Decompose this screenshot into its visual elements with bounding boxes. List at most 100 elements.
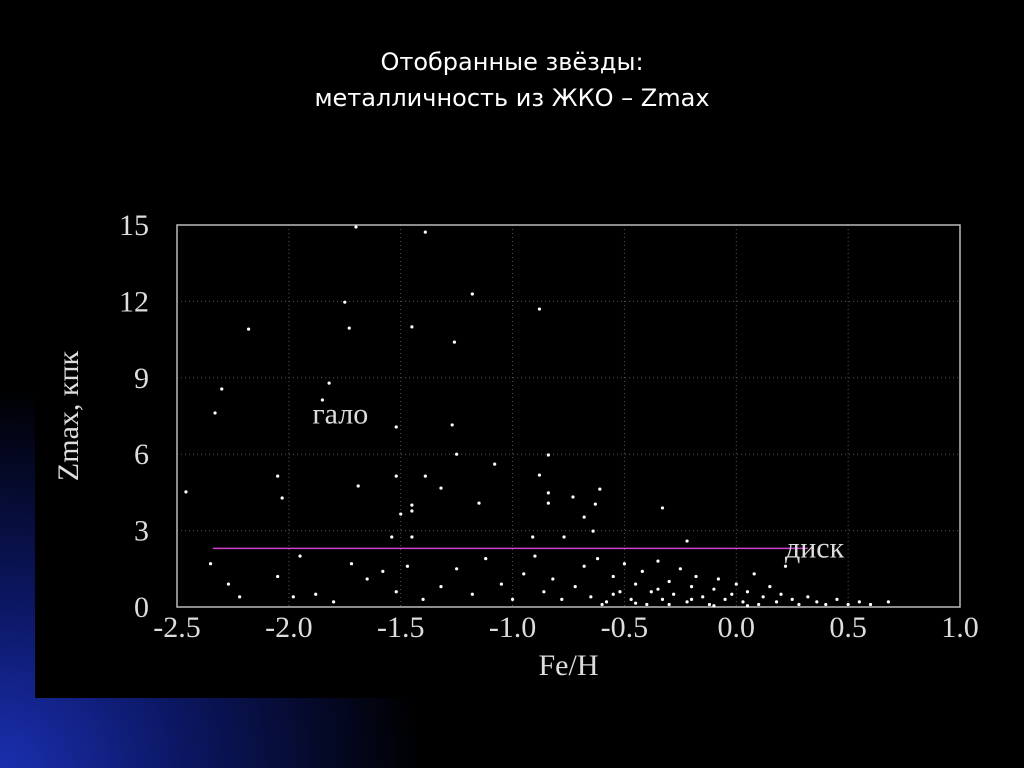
point: [477, 501, 481, 505]
point: [381, 569, 385, 573]
x-tick-label: -1.0: [489, 611, 537, 644]
point: [667, 602, 671, 607]
chart-title: Отобранные звёзды:: [380, 48, 644, 76]
x-axis-label: Fe/H: [539, 649, 599, 682]
point: [593, 502, 597, 506]
point: [757, 602, 761, 607]
point: [634, 601, 638, 605]
point: [455, 567, 459, 571]
point: [611, 574, 615, 579]
point: [618, 590, 622, 594]
point: [499, 582, 503, 586]
point: [238, 595, 242, 599]
point: [542, 590, 546, 594]
point: [824, 602, 828, 607]
x-tick-label: -2.5: [153, 611, 201, 644]
point: [685, 539, 689, 543]
point: [246, 327, 251, 331]
point: [484, 557, 488, 561]
point: [707, 602, 712, 607]
point: [640, 569, 644, 573]
point: [730, 592, 734, 596]
point: [846, 602, 850, 607]
point: [394, 590, 398, 594]
point: [689, 585, 694, 589]
point: [347, 326, 351, 330]
point: [365, 577, 369, 581]
y-tick-label: 3: [134, 515, 149, 548]
point: [634, 582, 638, 586]
point: [226, 582, 231, 586]
y-axis-label: Zmax, кпк: [52, 350, 85, 481]
point: [600, 602, 604, 607]
point: [774, 600, 779, 604]
point: [723, 597, 727, 601]
point: [470, 292, 474, 296]
point: [343, 300, 347, 304]
point: [220, 387, 224, 391]
point: [815, 600, 819, 604]
point: [510, 597, 515, 601]
plot-frame: [176, 224, 961, 608]
point: [455, 452, 459, 456]
point: [276, 474, 280, 478]
title-block: Отобранные звёзды: металличность из ЖКО …: [0, 44, 1024, 116]
point: [660, 597, 665, 601]
point: [645, 602, 649, 607]
y-tick-label: 6: [134, 438, 149, 471]
point: [291, 595, 295, 599]
point: [857, 600, 861, 604]
point: [423, 230, 427, 234]
point: [734, 582, 738, 586]
point: [452, 340, 457, 344]
point: [595, 557, 600, 561]
point: [649, 590, 653, 594]
y-tick-label: 15: [119, 209, 149, 242]
point: [439, 486, 443, 490]
x-tick-label: 0.5: [829, 611, 867, 644]
point: [320, 398, 325, 402]
point: [694, 574, 698, 579]
point: [356, 484, 360, 488]
point: [394, 425, 398, 429]
point: [450, 423, 454, 427]
point: [298, 554, 302, 558]
point: [314, 592, 318, 596]
point: [886, 600, 891, 604]
point: [868, 602, 873, 607]
point: [394, 474, 398, 478]
point: [562, 535, 566, 539]
x-tick-label: -2.0: [265, 611, 313, 644]
point: [589, 595, 593, 599]
point: [790, 597, 794, 601]
point: [678, 567, 682, 571]
x-tick-label: 0.0: [718, 611, 756, 644]
point: [410, 503, 414, 507]
x-tick-label: 1.0: [941, 611, 979, 644]
point: [835, 597, 839, 601]
point: [660, 506, 665, 510]
point: [533, 554, 537, 558]
point: [537, 307, 542, 311]
point: [712, 587, 716, 591]
point: [656, 587, 660, 591]
point: [493, 462, 497, 466]
x-tick-label: -1.5: [377, 611, 425, 644]
point: [685, 600, 689, 604]
point: [604, 600, 609, 604]
point: [410, 535, 414, 539]
point: [546, 453, 550, 457]
point: [405, 564, 410, 568]
point: [768, 585, 772, 589]
point: [410, 509, 414, 513]
point: [470, 592, 474, 596]
point: [582, 515, 586, 519]
point: [783, 564, 788, 568]
point: [399, 512, 403, 516]
point: [537, 473, 542, 477]
point: [745, 604, 750, 608]
point: [591, 529, 595, 533]
point: [208, 562, 213, 566]
point: [622, 562, 627, 566]
point: [560, 597, 564, 601]
